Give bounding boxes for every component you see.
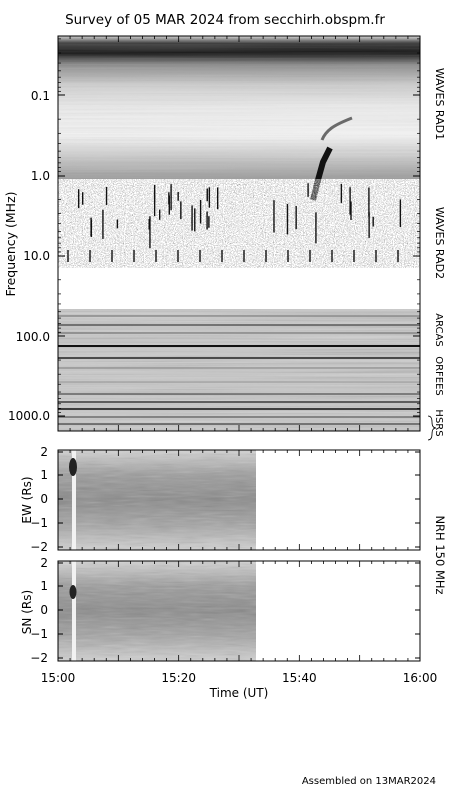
nrh-ew-source — [69, 458, 77, 476]
nrh-sn-ticks — [57, 561, 421, 661]
sn-ytick-1: 1 — [40, 579, 48, 593]
nrh-ew-ticks — [57, 450, 421, 550]
sn-ytick-0: 0 — [40, 603, 48, 617]
instrument-label-orfees: ORFEES — [433, 356, 444, 396]
nrh-ew-gap-strip — [72, 450, 76, 550]
rad2-spectrum — [58, 179, 420, 268]
xtick-label-1520: 15:20 — [161, 671, 196, 685]
rad1-texture — [58, 36, 420, 179]
spectrum-gap — [58, 268, 420, 309]
ytick-label-100-0: 100.0 — [16, 330, 50, 344]
nrh-frequency-label: NRH 150 MHz — [433, 515, 447, 594]
sn-ytick-2: 2 — [40, 556, 48, 570]
nrh-ew-texture — [58, 450, 256, 550]
ytick-label-1000-0: 1000.0 — [8, 409, 50, 423]
hsrs-bracket — [427, 415, 437, 441]
instrument-label-rad1: WAVES RAD1 — [433, 68, 446, 140]
ytick-label-10-0: 10.0 — [23, 249, 50, 263]
ground-spectrum-lines — [58, 315, 420, 425]
type-iii-burst — [320, 116, 353, 141]
dynamic-spectrum-panel: 0.1 1.0 10.0 100.0 1000.0 Frequency (MHz… — [3, 35, 446, 441]
ground-spectrum-texture — [58, 309, 420, 431]
ew-ytick-2: 2 — [40, 445, 48, 459]
instrument-label-hsrs: HSRS — [433, 409, 444, 436]
frequency-axis-label: Frequency (MHz) — [3, 191, 18, 296]
time-axis-label: Time (UT) — [209, 686, 269, 700]
ew-ytick-m1: −1 — [30, 516, 48, 530]
spectrum-y-ticks — [58, 38, 420, 417]
ytick-label-1-0: 1.0 — [31, 169, 50, 183]
nrh-sn-panel: 2 1 0 −1 −2 SN (Rs) — [20, 556, 421, 665]
xtick-label-1600: 16:00 — [403, 671, 438, 685]
nrh-sn-source — [69, 585, 77, 599]
figure-title: Survey of 05 MAR 2024 from secchirh.obsp… — [65, 12, 385, 28]
ew-ytick-0: 0 — [40, 492, 48, 506]
ew-axis-label: EW (Rs) — [20, 476, 34, 523]
sn-axis-label: SN (Rs) — [20, 590, 34, 634]
instrument-label-rad2: WAVES RAD2 — [433, 207, 446, 279]
assembled-date: Assembled on 13MAR2024 — [302, 776, 436, 787]
xtick-label-1500: 15:00 — [41, 671, 76, 685]
ew-ytick-1: 1 — [40, 468, 48, 482]
rad2-vertical-bursts — [67, 183, 402, 262]
nrh-ew-panel: 2 1 0 −1 −2 EW (Rs) — [20, 445, 421, 554]
sn-ytick-m2: −2 — [30, 651, 48, 665]
ew-ytick-m2: −2 — [30, 540, 48, 554]
nrh-sn-texture — [58, 561, 256, 661]
instrument-label-arcas: ARCAS — [433, 313, 444, 346]
nrh-sn-gap-strip — [72, 561, 76, 661]
ytick-label-0-1: 0.1 — [31, 89, 50, 103]
xtick-label-1540: 15:40 — [282, 671, 317, 685]
sn-ytick-m1: −1 — [30, 627, 48, 641]
